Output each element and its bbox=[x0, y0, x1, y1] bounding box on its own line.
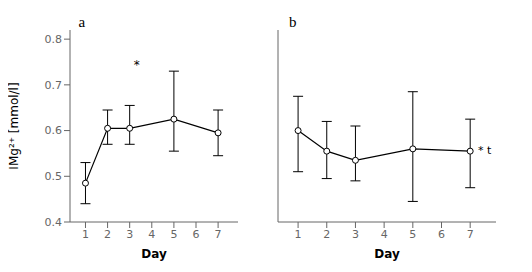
svg-text:7: 7 bbox=[467, 228, 474, 241]
svg-text:6: 6 bbox=[438, 228, 445, 241]
svg-text:3: 3 bbox=[126, 228, 133, 241]
svg-text:7: 7 bbox=[215, 228, 222, 241]
html-text:b: b bbox=[288, 14, 297, 30]
svg-text:Day: Day bbox=[141, 247, 167, 261]
svg-text:* t: * t bbox=[478, 144, 492, 157]
svg-text:0.6: 0.6 bbox=[45, 124, 63, 137]
svg-text:IMg²⁺ [mmol/l]: IMg²⁺ [mmol/l] bbox=[8, 82, 21, 169]
svg-text:5: 5 bbox=[170, 228, 177, 241]
svg-text:0.5: 0.5 bbox=[45, 170, 63, 183]
svg-text:0.4: 0.4 bbox=[45, 216, 63, 229]
svg-text:3: 3 bbox=[352, 228, 359, 241]
svg-text:1: 1 bbox=[82, 228, 89, 241]
svg-text:5: 5 bbox=[409, 228, 416, 241]
svg-text:0.8: 0.8 bbox=[45, 33, 63, 46]
svg-text:0.7: 0.7 bbox=[45, 79, 63, 92]
svg-text:1: 1 bbox=[295, 228, 302, 241]
svg-text:6: 6 bbox=[193, 228, 200, 241]
svg-text:2: 2 bbox=[323, 228, 330, 241]
svg-text:2: 2 bbox=[104, 228, 111, 241]
svg-text:4: 4 bbox=[381, 228, 388, 241]
html-text:a: a bbox=[78, 14, 86, 30]
svg-text:4: 4 bbox=[148, 228, 155, 241]
svg-text:Day: Day bbox=[374, 247, 400, 261]
